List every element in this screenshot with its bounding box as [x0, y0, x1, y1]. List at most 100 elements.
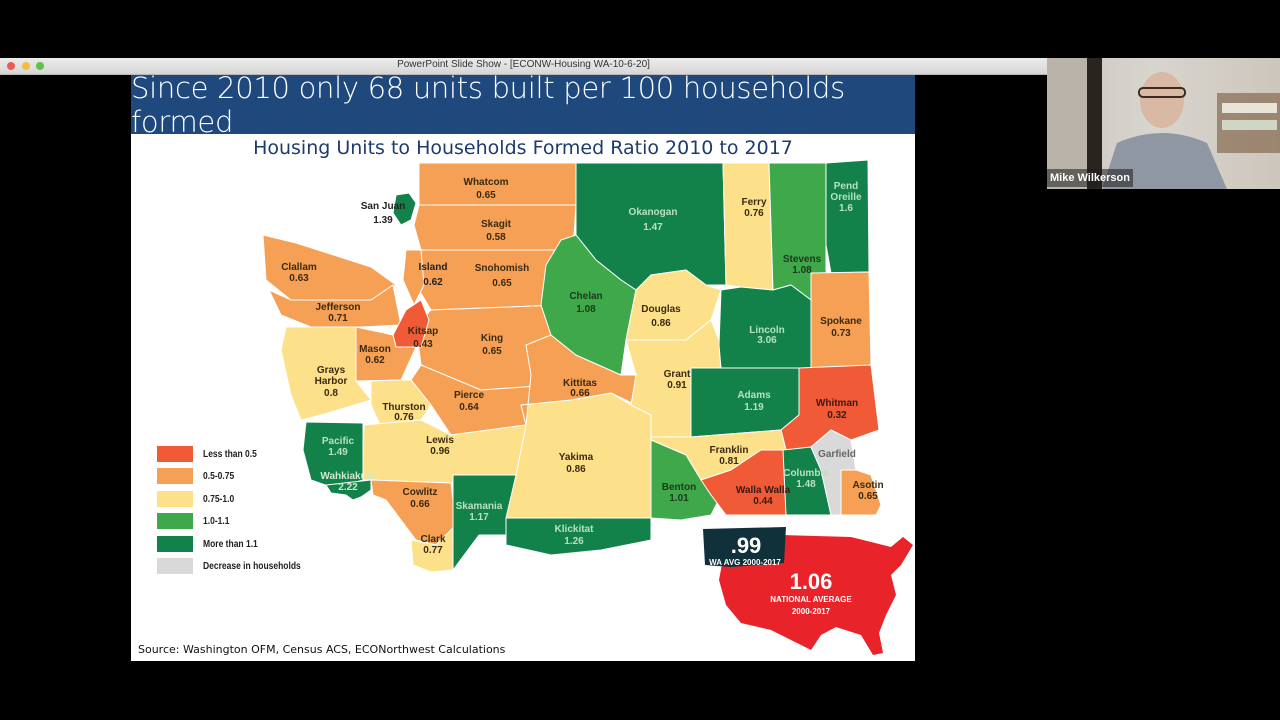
svg-text:Stevens: Stevens — [783, 254, 822, 265]
svg-text:Mason: Mason — [359, 344, 391, 355]
svg-text:Jefferson: Jefferson — [315, 302, 360, 313]
washington-county-map: Whatcom 0.65 Skagit 0.58 San Juan 1.39 Okan… — [262, 159, 913, 655]
slide-header: Since 2010 only 68 units built per 100 h… — [131, 75, 915, 139]
svg-text:0.86: 0.86 — [651, 318, 671, 329]
county-pend-oreille — [825, 159, 870, 274]
svg-text:0.76: 0.76 — [394, 412, 414, 423]
svg-text:Pierce: Pierce — [454, 390, 484, 401]
window-title: PowerPoint Slide Show - [ECONW-Housing W… — [397, 59, 650, 70]
svg-text:0.77: 0.77 — [423, 545, 443, 556]
svg-text:1.19: 1.19 — [744, 402, 764, 413]
svg-text:1.17: 1.17 — [469, 512, 489, 523]
svg-text:Douglas: Douglas — [641, 304, 681, 315]
svg-text:NATIONAL AVERAGE: NATIONAL AVERAGE — [770, 595, 852, 604]
legend-swatch — [157, 468, 193, 484]
svg-text:0.43: 0.43 — [413, 339, 433, 350]
county-asotin — [840, 469, 882, 516]
svg-text:Whitman: Whitman — [816, 398, 858, 409]
svg-text:Garfield: Garfield — [818, 449, 856, 460]
county-grays-harbor — [280, 326, 372, 421]
participant-video-tile[interactable]: Mike Wilkerson — [1047, 58, 1280, 189]
minimize-window-button[interactable] — [22, 62, 30, 70]
legend-item: 0.75-1.0 — [157, 491, 240, 507]
legend-swatch — [157, 558, 193, 574]
svg-text:1.48: 1.48 — [796, 479, 816, 490]
svg-text:2000-2017: 2000-2017 — [792, 607, 831, 616]
us-map-shape — [719, 535, 913, 655]
svg-text:Lincoln: Lincoln — [749, 325, 785, 336]
svg-text:Lewis: Lewis — [426, 435, 454, 446]
svg-text:King: King — [481, 333, 503, 344]
svg-text:Franklin: Franklin — [710, 445, 749, 456]
svg-text:Spokane: Spokane — [820, 316, 862, 327]
svg-text:Chelan: Chelan — [569, 291, 602, 302]
svg-text:Columbia: Columbia — [783, 468, 829, 479]
svg-text:Snohomish: Snohomish — [475, 263, 529, 274]
svg-text:0.8: 0.8 — [324, 388, 338, 399]
svg-text:Island: Island — [419, 262, 448, 273]
county-island — [402, 249, 425, 306]
svg-text:.99: .99 — [731, 533, 762, 558]
svg-text:1.6: 1.6 — [839, 203, 853, 214]
svg-text:0.62: 0.62 — [365, 355, 385, 366]
svg-text:1.47: 1.47 — [643, 222, 663, 233]
svg-text:Kittitas: Kittitas — [563, 378, 597, 389]
svg-text:Pend: Pend — [834, 181, 858, 192]
legend-swatch — [157, 446, 193, 462]
legend-swatch — [157, 513, 193, 529]
svg-text:Whatcom: Whatcom — [464, 177, 509, 188]
svg-text:Kitsap: Kitsap — [408, 326, 439, 337]
legend-item: 0.5-0.75 — [157, 468, 240, 484]
window-titlebar[interactable]: PowerPoint Slide Show - [ECONW-Housing W… — [0, 58, 1047, 75]
svg-text:1.26: 1.26 — [564, 536, 584, 547]
participant-video-feed — [1047, 58, 1280, 189]
participant-name: Mike Wilkerson — [1047, 169, 1133, 187]
svg-text:0.65: 0.65 — [858, 491, 878, 502]
svg-text:1.06: 1.06 — [790, 569, 833, 594]
county-ferry — [722, 162, 774, 291]
svg-text:Wahkiakum: Wahkiakum — [320, 471, 375, 482]
svg-text:0.64: 0.64 — [459, 402, 479, 413]
svg-text:Klickitat: Klickitat — [555, 524, 595, 535]
svg-text:0.63: 0.63 — [289, 273, 309, 284]
close-window-button[interactable] — [7, 62, 15, 70]
svg-text:0.66: 0.66 — [570, 388, 590, 399]
legend-item: Decrease in households — [157, 558, 318, 574]
svg-text:0.71: 0.71 — [328, 313, 348, 324]
county-san-juan — [392, 192, 417, 226]
svg-text:Cowlitz: Cowlitz — [403, 487, 438, 498]
svg-text:2.22: 2.22 — [338, 482, 358, 493]
svg-text:WA AVG 2000-2017: WA AVG 2000-2017 — [709, 558, 781, 567]
svg-text:0.81: 0.81 — [719, 456, 739, 467]
svg-text:1.01: 1.01 — [669, 493, 689, 504]
svg-text:0.65: 0.65 — [492, 278, 512, 289]
county-labels: Whatcom 0.65 Skagit 0.58 San Juan 1.39 Okan… — [281, 177, 883, 556]
slide[interactable]: Since 2010 only 68 units built per 100 h… — [131, 75, 915, 661]
svg-text:Pacific: Pacific — [322, 436, 355, 447]
svg-text:0.76: 0.76 — [744, 208, 764, 219]
svg-text:Yakima: Yakima — [559, 452, 594, 463]
svg-text:0.86: 0.86 — [566, 464, 586, 475]
svg-text:0.58: 0.58 — [486, 232, 506, 243]
svg-text:Grays: Grays — [317, 365, 346, 376]
svg-text:Clallam: Clallam — [281, 262, 317, 273]
svg-text:Harbor: Harbor — [315, 376, 348, 387]
svg-text:0.62: 0.62 — [423, 277, 443, 288]
svg-text:Clark: Clark — [420, 534, 445, 545]
svg-text:Benton: Benton — [662, 482, 696, 493]
svg-text:0.91: 0.91 — [667, 380, 687, 391]
maximize-window-button[interactable] — [36, 62, 44, 70]
chart-title: Housing Units to Households Formed Ratio… — [253, 137, 793, 159]
svg-text:Grant: Grant — [664, 369, 691, 380]
svg-text:0.65: 0.65 — [482, 346, 502, 357]
legend-swatch — [157, 491, 193, 507]
svg-text:3.06: 3.06 — [757, 335, 777, 346]
us-average-inset: .99 WA AVG 2000-2017 1.06 NATIONAL AVERA… — [703, 527, 913, 655]
svg-text:1.08: 1.08 — [792, 265, 812, 276]
svg-text:0.44: 0.44 — [753, 496, 773, 507]
svg-text:Oreille: Oreille — [830, 192, 862, 203]
svg-text:0.65: 0.65 — [476, 190, 496, 201]
svg-text:1.39: 1.39 — [373, 215, 393, 226]
legend-item: More than 1.1 — [157, 536, 267, 552]
svg-text:Thurston: Thurston — [382, 402, 425, 413]
